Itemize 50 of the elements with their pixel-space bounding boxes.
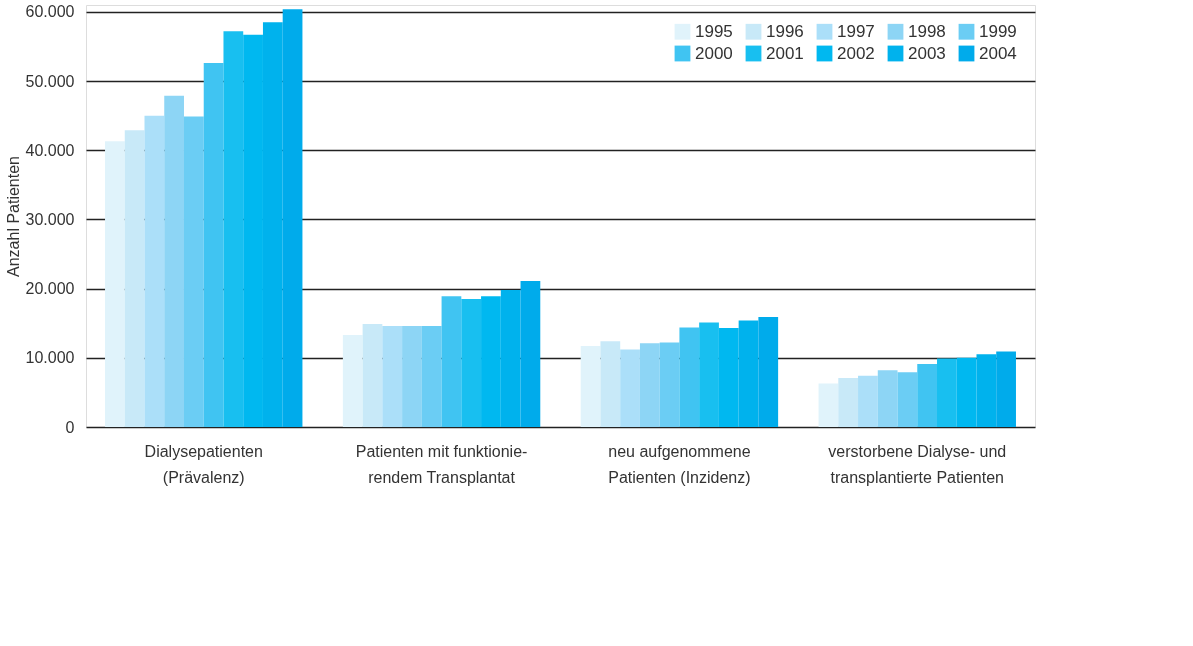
y-tick-label: 40.000 xyxy=(25,141,75,159)
bar xyxy=(164,95,184,427)
bar xyxy=(600,341,621,427)
bar xyxy=(679,327,700,427)
bar xyxy=(362,323,383,427)
y-tick-label: 30.000 xyxy=(25,210,75,228)
x-tick-label: neu aufgenommene Patienten (Inzidenz) xyxy=(608,442,751,486)
bar xyxy=(620,349,640,427)
bar xyxy=(877,370,898,427)
legend-label: 2000 xyxy=(695,43,733,63)
bar xyxy=(639,343,660,427)
bar xyxy=(461,299,482,427)
x-tick-label: Patienten mit funktionie- rendem Transplantat xyxy=(355,442,528,486)
bar xyxy=(402,326,422,427)
x-tick-label: Dialysepatienten (Prävalenz) xyxy=(144,442,263,486)
legend-label: 2002 xyxy=(837,43,875,63)
legend-label: 2003 xyxy=(908,43,946,63)
legend-label: 1996 xyxy=(766,21,804,41)
y-tick-label: 60.000 xyxy=(25,3,75,21)
y-tick-label: 20.000 xyxy=(25,280,75,298)
y-axis-title: Anzahl Patienten xyxy=(4,156,22,277)
y-tick-label: 50.000 xyxy=(25,72,75,90)
bar xyxy=(897,372,918,427)
bar xyxy=(183,116,204,427)
y-tick-label: 0 xyxy=(65,418,75,436)
bar xyxy=(838,377,859,427)
bar xyxy=(203,63,224,427)
x-tick-label: verstorbene Dialyse- und transplantierte Patienten xyxy=(828,442,1007,486)
bar xyxy=(105,141,125,427)
legend-label: 1997 xyxy=(837,21,875,41)
legend-label: 2001 xyxy=(766,43,804,63)
bar xyxy=(659,342,680,427)
bar xyxy=(144,115,165,427)
bar xyxy=(223,31,244,427)
bar xyxy=(382,326,403,427)
bar xyxy=(818,383,839,427)
bar xyxy=(124,130,145,427)
bar xyxy=(699,322,719,427)
bar xyxy=(917,364,938,427)
legend-label: 1998 xyxy=(908,21,946,41)
bar xyxy=(937,358,957,427)
bar xyxy=(342,334,363,427)
bar xyxy=(421,326,442,427)
legend-label: 2004 xyxy=(979,43,1017,63)
y-tick-label: 10.000 xyxy=(25,349,75,367)
legend-label: 1995 xyxy=(695,21,733,41)
bar xyxy=(441,296,462,427)
legend-label: 1999 xyxy=(979,21,1017,41)
bar xyxy=(580,346,601,427)
bar xyxy=(858,375,878,427)
